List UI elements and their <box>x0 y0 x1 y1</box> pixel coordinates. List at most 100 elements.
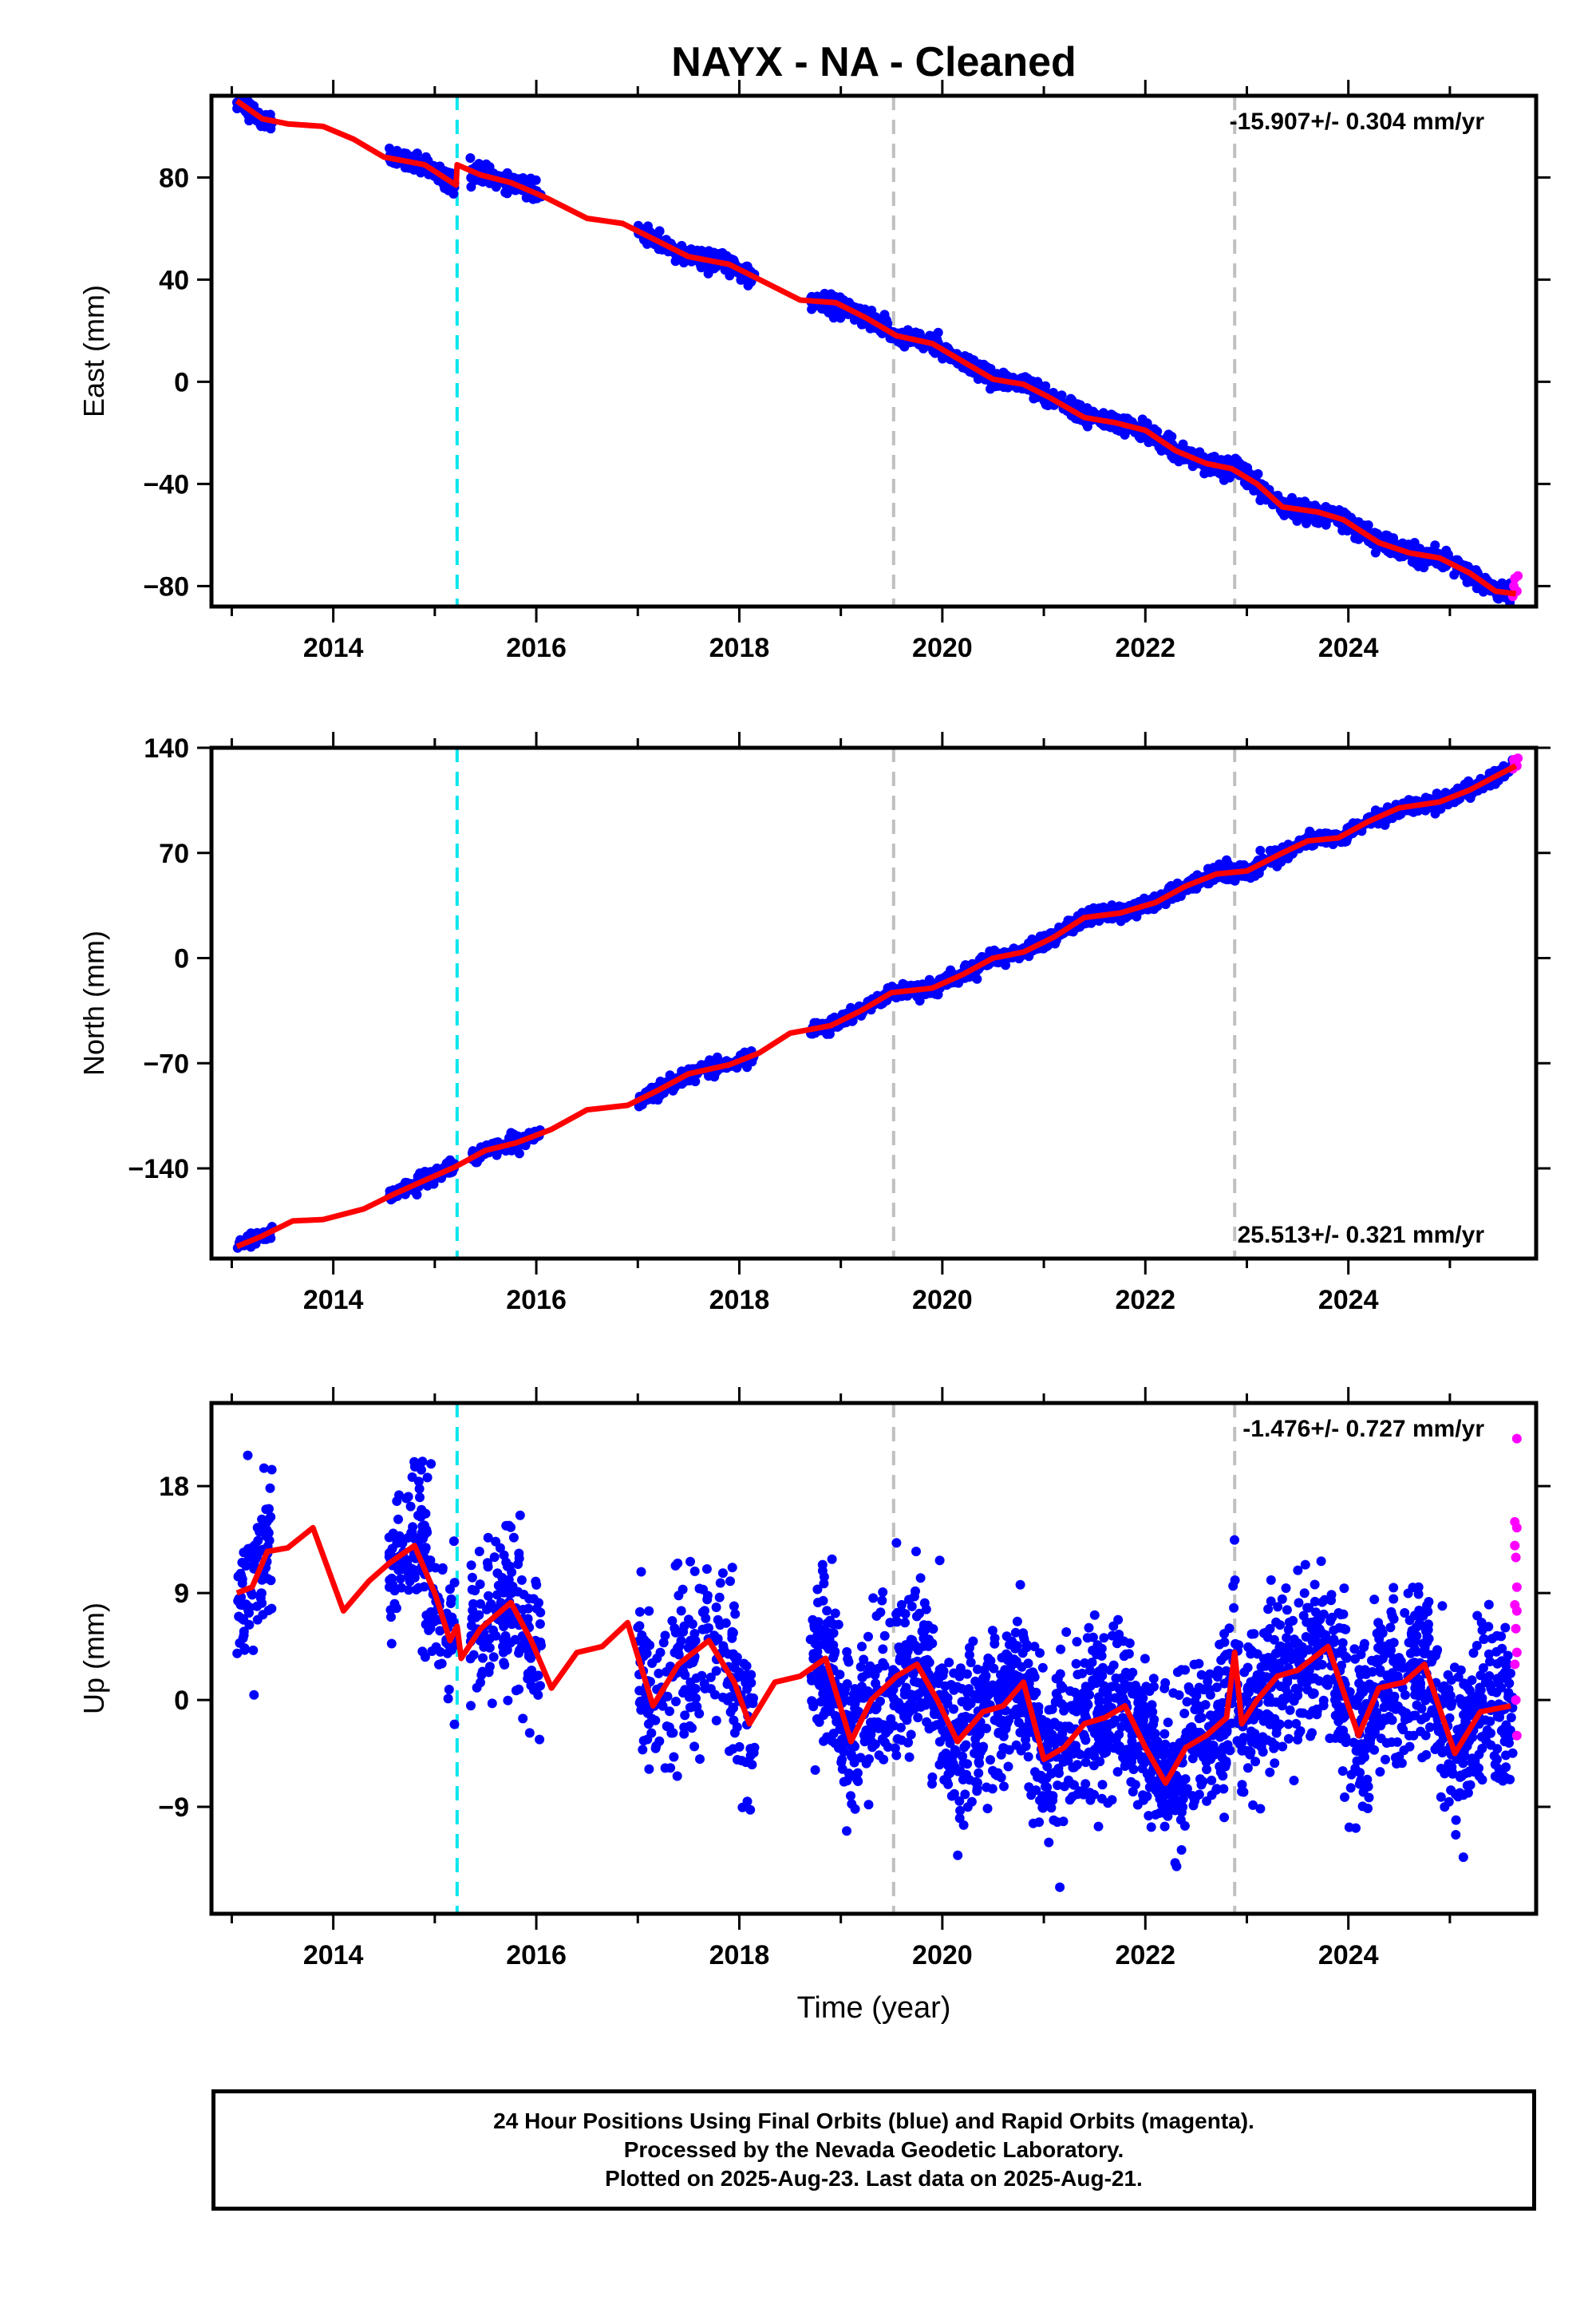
data-point <box>1424 1722 1435 1733</box>
data-point <box>253 1535 263 1546</box>
data-point <box>535 1734 545 1745</box>
data-point <box>699 1678 709 1689</box>
data-point <box>743 280 753 290</box>
rate-label: -15.907+/- 0.304 mm/yr <box>1230 109 1485 135</box>
data-point <box>258 1527 268 1536</box>
data-point <box>729 1662 740 1673</box>
data-point <box>711 1666 721 1676</box>
data-point <box>502 1645 512 1655</box>
data-point <box>266 1512 276 1522</box>
data-point <box>507 1614 517 1624</box>
data-point <box>842 1826 851 1836</box>
data-point <box>648 1094 658 1105</box>
data-point <box>729 1601 739 1611</box>
data-point <box>903 325 913 335</box>
data-point <box>725 1692 736 1702</box>
data-point <box>700 1606 709 1616</box>
data-point <box>417 1456 428 1467</box>
data-point <box>516 1575 527 1585</box>
data-point <box>476 1599 485 1609</box>
data-point <box>526 1680 536 1690</box>
data-point <box>386 1612 396 1622</box>
data-point <box>483 1562 493 1572</box>
data-point <box>535 1618 545 1629</box>
data-point <box>232 1648 243 1658</box>
plot-area <box>232 1403 1522 1914</box>
data-point <box>448 1536 459 1547</box>
data-point <box>468 1599 478 1609</box>
data-point <box>671 1697 681 1706</box>
data-point <box>435 1626 445 1636</box>
y-tick-label: 0 <box>174 944 189 974</box>
x-tick-label: 2014 <box>303 633 364 663</box>
data-point <box>689 1566 700 1576</box>
x-tick-label: 2020 <box>912 633 973 663</box>
data-point <box>639 1634 650 1645</box>
x-tick-label: 2024 <box>1318 1285 1379 1315</box>
data-point <box>1094 904 1104 915</box>
data-point <box>662 1691 673 1701</box>
data-point <box>638 1645 648 1655</box>
data-point <box>713 1614 723 1625</box>
data-point <box>678 1688 688 1698</box>
data-point <box>244 116 255 126</box>
data-point <box>1443 549 1453 559</box>
data-point <box>647 1713 658 1724</box>
data-point <box>709 263 719 274</box>
data-point <box>1253 468 1263 479</box>
data-point <box>391 1603 401 1614</box>
data-point <box>483 1532 493 1543</box>
data-point <box>717 1692 728 1702</box>
final-orbit-points <box>232 1450 1518 1892</box>
data-point <box>392 1536 402 1546</box>
data-point <box>1478 1663 1488 1673</box>
data-point <box>256 1588 267 1599</box>
data-point <box>634 1607 645 1617</box>
data-point <box>676 1606 686 1616</box>
data-point <box>1208 863 1219 873</box>
data-point <box>1299 497 1310 508</box>
data-point <box>638 1745 648 1755</box>
data-point <box>475 1579 485 1590</box>
data-point <box>665 1070 675 1081</box>
data-point <box>655 1647 666 1658</box>
data-point <box>1255 845 1266 856</box>
data-point <box>523 1651 534 1662</box>
data-point <box>1044 1837 1054 1848</box>
data-point <box>1076 401 1086 412</box>
data-point <box>533 1682 543 1692</box>
data-point <box>465 153 476 163</box>
data-point <box>877 1595 887 1606</box>
data-point <box>714 248 725 259</box>
x-tick-label: 2024 <box>1318 633 1379 663</box>
data-point <box>944 1658 954 1668</box>
data-point <box>467 1613 477 1623</box>
data-point <box>831 309 841 319</box>
rapid-point <box>1513 753 1523 764</box>
data-point <box>658 1638 669 1648</box>
data-point <box>261 1504 271 1515</box>
y-tick-label: 80 <box>159 163 189 193</box>
data-point <box>883 1742 893 1752</box>
data-point <box>265 1483 275 1493</box>
data-point <box>644 1606 654 1616</box>
data-point <box>1413 806 1424 816</box>
data-point <box>688 1701 698 1712</box>
data-point <box>666 1728 677 1738</box>
data-point <box>403 1532 413 1543</box>
data-point <box>715 1578 725 1588</box>
data-point <box>1417 1753 1428 1763</box>
data-point <box>421 1619 431 1630</box>
data-point <box>890 1743 900 1753</box>
data-point <box>636 1567 646 1577</box>
data-point <box>389 1586 400 1596</box>
data-point <box>673 1558 683 1568</box>
data-point <box>393 1514 403 1524</box>
data-point <box>467 1572 477 1583</box>
data-point <box>507 1567 517 1577</box>
data-point <box>1024 1782 1034 1792</box>
data-point <box>689 1629 700 1638</box>
data-point <box>409 1572 420 1583</box>
